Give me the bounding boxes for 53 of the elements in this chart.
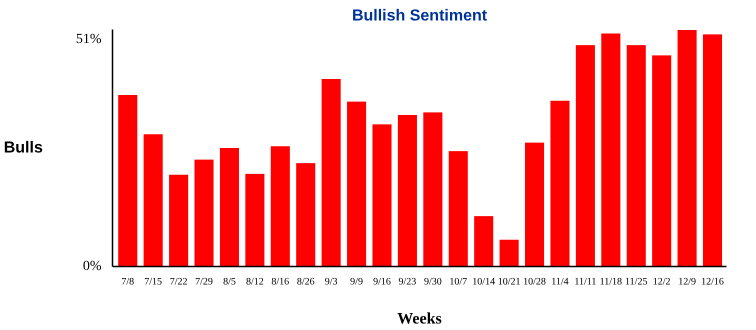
bar — [500, 240, 519, 266]
x-tick-label: 11/25 — [625, 276, 648, 288]
x-tick-label: 7/29 — [195, 276, 213, 288]
bar — [652, 55, 672, 266]
bar — [169, 174, 188, 266]
x-tick-label: 12/9 — [678, 276, 696, 288]
bar — [601, 34, 620, 266]
x-tick-label: 10/21 — [498, 276, 521, 288]
bar — [448, 151, 468, 266]
bar — [270, 146, 290, 266]
bar — [474, 216, 494, 266]
bar — [626, 45, 646, 266]
x-tick-label: 7/15 — [144, 276, 162, 288]
x-tick-label: 8/26 — [296, 276, 315, 288]
bar — [296, 163, 316, 266]
x-tick-label: 9/23 — [398, 276, 416, 288]
bar — [347, 102, 366, 266]
y-tick-label: 51% — [76, 32, 102, 47]
x-tick-label: 9/3 — [324, 276, 338, 288]
bar — [678, 30, 697, 266]
x-tick-label: 12/2 — [652, 276, 671, 288]
bar — [194, 160, 214, 266]
x-tick-label: 9/30 — [424, 276, 442, 288]
bar — [118, 94, 138, 266]
bar — [576, 45, 595, 266]
x-tick-label: 7/8 — [121, 276, 134, 288]
x-tick-label: 7/22 — [170, 276, 188, 288]
x-axis-title: Weeks — [397, 310, 442, 328]
x-tick-label: 10/28 — [523, 276, 546, 288]
chart-title: Bullish Sentiment — [352, 8, 488, 24]
bar — [525, 142, 544, 266]
x-tick-label: 9/16 — [373, 276, 391, 288]
x-tick-label: 8/16 — [271, 276, 290, 288]
x-tick-label: 8/12 — [246, 276, 264, 288]
x-tick-label: 10/7 — [449, 276, 468, 288]
bar — [245, 174, 264, 266]
x-tick-label: 10/14 — [472, 276, 496, 288]
x-tick-label: 11/18 — [600, 276, 622, 288]
x-tick-label: 11/11 — [574, 276, 596, 288]
bar — [550, 100, 570, 266]
x-tick-label: 12/16 — [701, 276, 724, 288]
y-axis-title: Bulls — [4, 140, 43, 156]
bar — [220, 148, 239, 266]
x-tick-label: 8/5 — [223, 276, 236, 288]
y-tick-label: 0% — [82, 259, 102, 274]
bar — [423, 112, 442, 266]
bar — [372, 124, 392, 266]
bar — [144, 134, 163, 266]
bar — [702, 34, 722, 266]
bar — [322, 78, 341, 266]
x-tick-label: 11/4 — [551, 276, 569, 288]
bar — [398, 115, 417, 266]
x-tick-label: 9/9 — [350, 276, 363, 288]
